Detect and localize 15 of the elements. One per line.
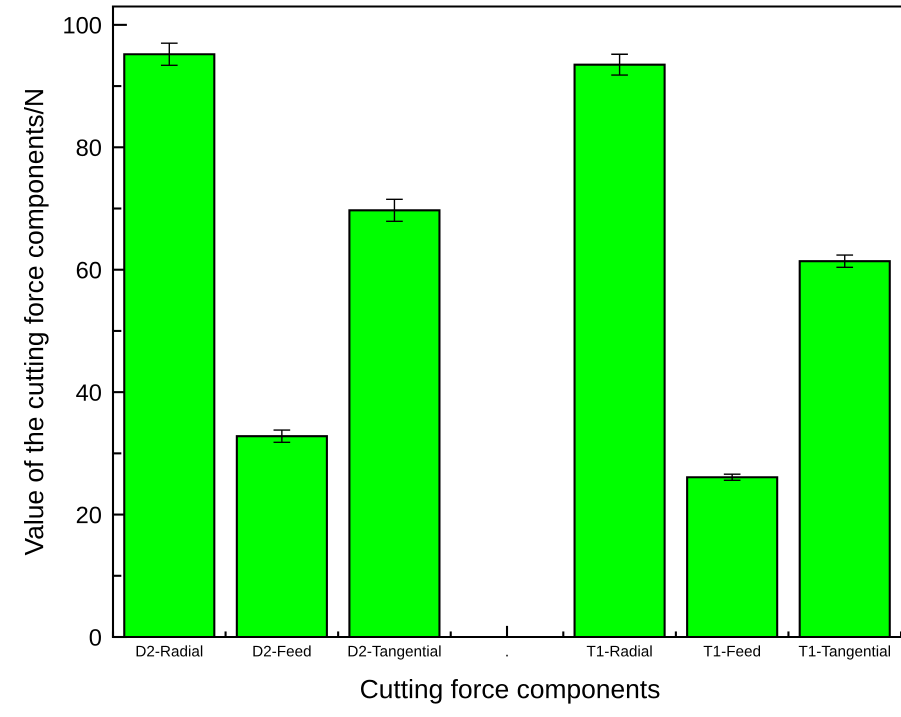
x-axis-title: Cutting force components [361, 679, 660, 704]
y-tick-label: 20 [76, 506, 101, 524]
x-tick-label: T1-Tangential [798, 645, 890, 660]
x-tick-label: T1-Radial [586, 645, 652, 657]
x-tick-label: D2-Tangential [348, 645, 441, 660]
y-tick-label: 80 [76, 139, 101, 156]
y-axis-title: Value of the cutting force components/N [24, 90, 49, 556]
x-tick-label: D2-Feed [253, 645, 311, 657]
y-tick-label: 0 [90, 629, 101, 646]
y-tick-label: 60 [76, 262, 101, 279]
y-tick-label: 100 [64, 16, 101, 34]
x-tick-label: D2-Radial [136, 645, 202, 657]
x-tick-label: . [506, 654, 508, 656]
y-tick-label: 40 [76, 384, 101, 401]
x-tick-label: T1-Feed [704, 645, 760, 657]
